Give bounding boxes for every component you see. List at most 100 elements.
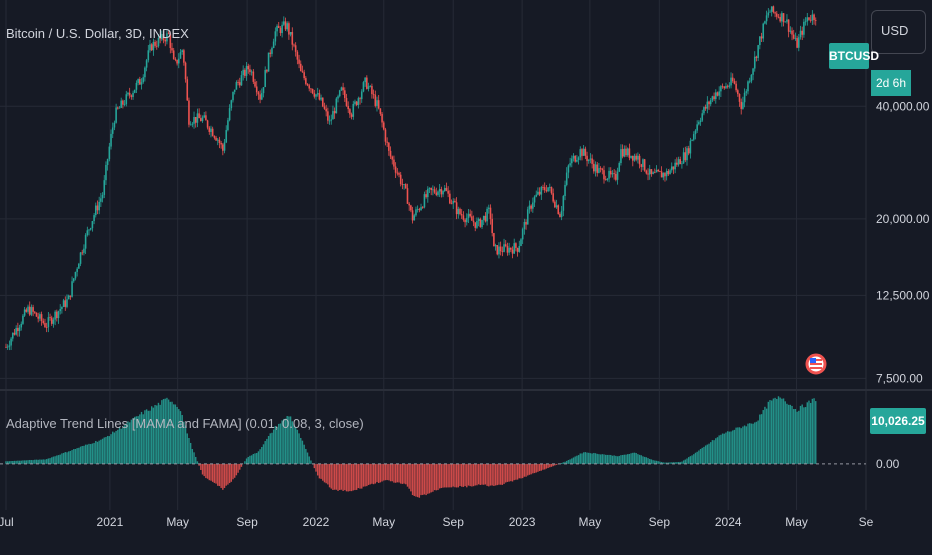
candle-body — [150, 44, 153, 51]
time-tick-label: 2021 — [97, 515, 124, 529]
candle-body — [765, 15, 768, 22]
indicator-title[interactable]: Adaptive Trend Lines [MAMA and FAMA] (0.… — [6, 416, 364, 431]
candle-body — [787, 19, 790, 32]
candle-body — [535, 194, 538, 197]
time-tick-label: May — [579, 515, 602, 529]
candle-body — [147, 50, 150, 61]
candle-body — [404, 184, 407, 189]
time-tick-label: 2022 — [303, 515, 330, 529]
candle-body — [452, 200, 455, 204]
candle-body — [216, 139, 219, 141]
candle-body — [572, 155, 575, 159]
candle-body — [596, 164, 599, 173]
candle-body — [206, 120, 209, 128]
candle-body — [274, 31, 277, 42]
candle-body — [476, 220, 478, 228]
candle-body — [767, 12, 770, 16]
candle-body — [20, 323, 23, 328]
candle-body — [37, 316, 39, 319]
symbol-price-badge: BTCUSD — [829, 43, 879, 69]
candle-body — [743, 92, 746, 103]
candle-body — [338, 90, 341, 97]
us-flag-icon[interactable] — [805, 345, 827, 379]
candle-body — [330, 119, 333, 121]
candle-body — [122, 100, 124, 105]
candle-body — [425, 194, 427, 198]
currency-button[interactable]: USD — [871, 10, 926, 54]
candle-body — [154, 41, 156, 46]
candle-body — [449, 193, 451, 204]
candle-body — [638, 155, 641, 165]
candle-body — [718, 91, 720, 96]
candle-body — [494, 245, 497, 247]
candle-body — [447, 190, 449, 194]
candle-body — [228, 108, 231, 121]
candle-body — [587, 159, 590, 162]
candle-body — [504, 244, 507, 247]
candle-body — [523, 221, 526, 230]
candle-body — [291, 31, 294, 45]
candle-body — [493, 233, 495, 247]
candle-body — [115, 107, 117, 123]
candle-body — [301, 71, 304, 73]
candle-body — [45, 327, 48, 328]
candle-body — [335, 98, 338, 114]
candle-body — [57, 311, 60, 319]
candle-body — [177, 58, 180, 64]
candle-body — [616, 171, 619, 180]
candle-body — [79, 252, 82, 264]
candle-body — [528, 205, 531, 210]
candle-body — [618, 163, 621, 172]
candle-body — [347, 105, 349, 110]
candle-body — [420, 207, 422, 211]
candle-body — [155, 45, 158, 47]
candle-body — [620, 149, 622, 164]
candle-body — [18, 327, 21, 332]
indicator-tick-label: 0.00 — [876, 457, 900, 471]
candle-body — [289, 31, 292, 35]
candle-body — [250, 71, 253, 73]
candle-body — [279, 27, 282, 34]
candle-body — [465, 217, 468, 223]
candle-body — [6, 346, 9, 348]
candle-body — [579, 149, 582, 158]
candle-body — [503, 244, 505, 252]
candle-body — [52, 319, 55, 324]
time-tick-label: Sep — [236, 515, 258, 529]
candle-body — [54, 311, 56, 320]
candle-body — [299, 63, 302, 72]
candle-body — [726, 85, 729, 87]
candle-body — [311, 88, 314, 94]
candle-body — [188, 100, 190, 125]
candle-body — [645, 170, 648, 174]
candle-body — [49, 317, 51, 318]
candle-body — [526, 209, 529, 225]
candle-body — [398, 173, 400, 175]
candle-body — [284, 21, 287, 30]
candle-body — [606, 178, 609, 180]
candle-body — [648, 169, 651, 175]
candle-body — [457, 208, 460, 215]
candle-body — [498, 246, 500, 255]
candle-body — [350, 114, 353, 117]
candle-body — [388, 142, 390, 151]
candle-body — [525, 221, 527, 225]
candle-body — [320, 97, 322, 100]
candle-body — [655, 169, 658, 173]
candle-body — [501, 251, 504, 252]
candle-body — [654, 172, 656, 174]
candle-body — [652, 172, 654, 174]
candle-body — [571, 158, 573, 164]
candle-body — [708, 101, 710, 105]
candle-body — [443, 187, 446, 191]
symbol-title[interactable]: Bitcoin / U.S. Dollar, 3D, INDEX — [6, 26, 189, 41]
candle-body — [211, 128, 214, 137]
candle-body — [413, 215, 416, 221]
candle-body — [709, 100, 712, 105]
candle-body — [381, 113, 383, 123]
candle-body — [423, 194, 426, 208]
candle-body — [564, 184, 566, 197]
candle-body — [83, 248, 85, 253]
